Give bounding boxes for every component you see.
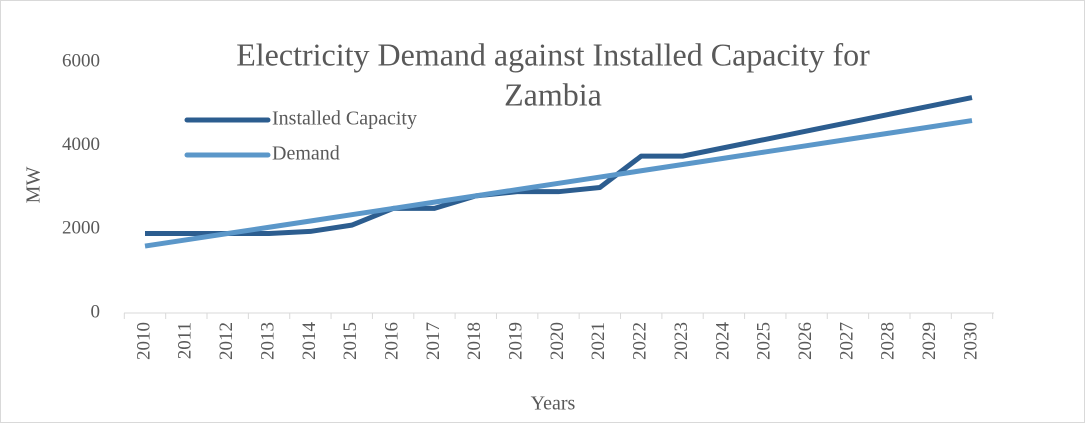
x-axis-label: Years xyxy=(531,393,576,415)
x-tick-label: 2024 xyxy=(712,322,733,361)
x-tick-label: 2025 xyxy=(754,322,775,360)
y-tick-label: 2000 xyxy=(62,218,100,239)
x-tick-label: 2019 xyxy=(506,322,527,360)
y-tick-label: 0 xyxy=(91,301,101,322)
x-tick-label: 2015 xyxy=(340,322,361,360)
x-tick-label: 2014 xyxy=(299,322,320,361)
x-tick-label: 2012 xyxy=(216,322,237,360)
x-tick-label: 2018 xyxy=(464,322,485,360)
x-tick-label: 2020 xyxy=(547,322,568,360)
x-tick-label: 2028 xyxy=(878,322,899,360)
x-tick-label: 2030 xyxy=(960,322,981,360)
x-tick-label: 2021 xyxy=(588,322,609,360)
x-tick-label: 2023 xyxy=(671,322,692,360)
x-tick-label: 2017 xyxy=(423,322,444,360)
y-tick-label: 4000 xyxy=(62,134,100,155)
x-tick-label: 2013 xyxy=(257,322,278,360)
series-line xyxy=(145,95,973,237)
chart-title: Electricity Demand against Installed Cap… xyxy=(236,36,870,72)
x-tick-label: 2016 xyxy=(381,322,402,360)
series-line xyxy=(144,118,973,249)
chart-title: Zambia xyxy=(504,76,602,112)
legend-label: Installed Capacity xyxy=(272,108,417,130)
x-tick-label: 2029 xyxy=(919,322,940,360)
x-tick-label: 2022 xyxy=(630,322,651,360)
x-tick-label: 2011 xyxy=(175,322,196,359)
x-tick-label: 2027 xyxy=(836,322,857,360)
x-tick-label: 2026 xyxy=(795,322,816,360)
y-tick-label: 6000 xyxy=(62,50,100,71)
y-axis-label: MW xyxy=(23,167,45,204)
legend-label: Demand xyxy=(272,143,340,165)
x-tick-label: 2010 xyxy=(133,322,154,360)
